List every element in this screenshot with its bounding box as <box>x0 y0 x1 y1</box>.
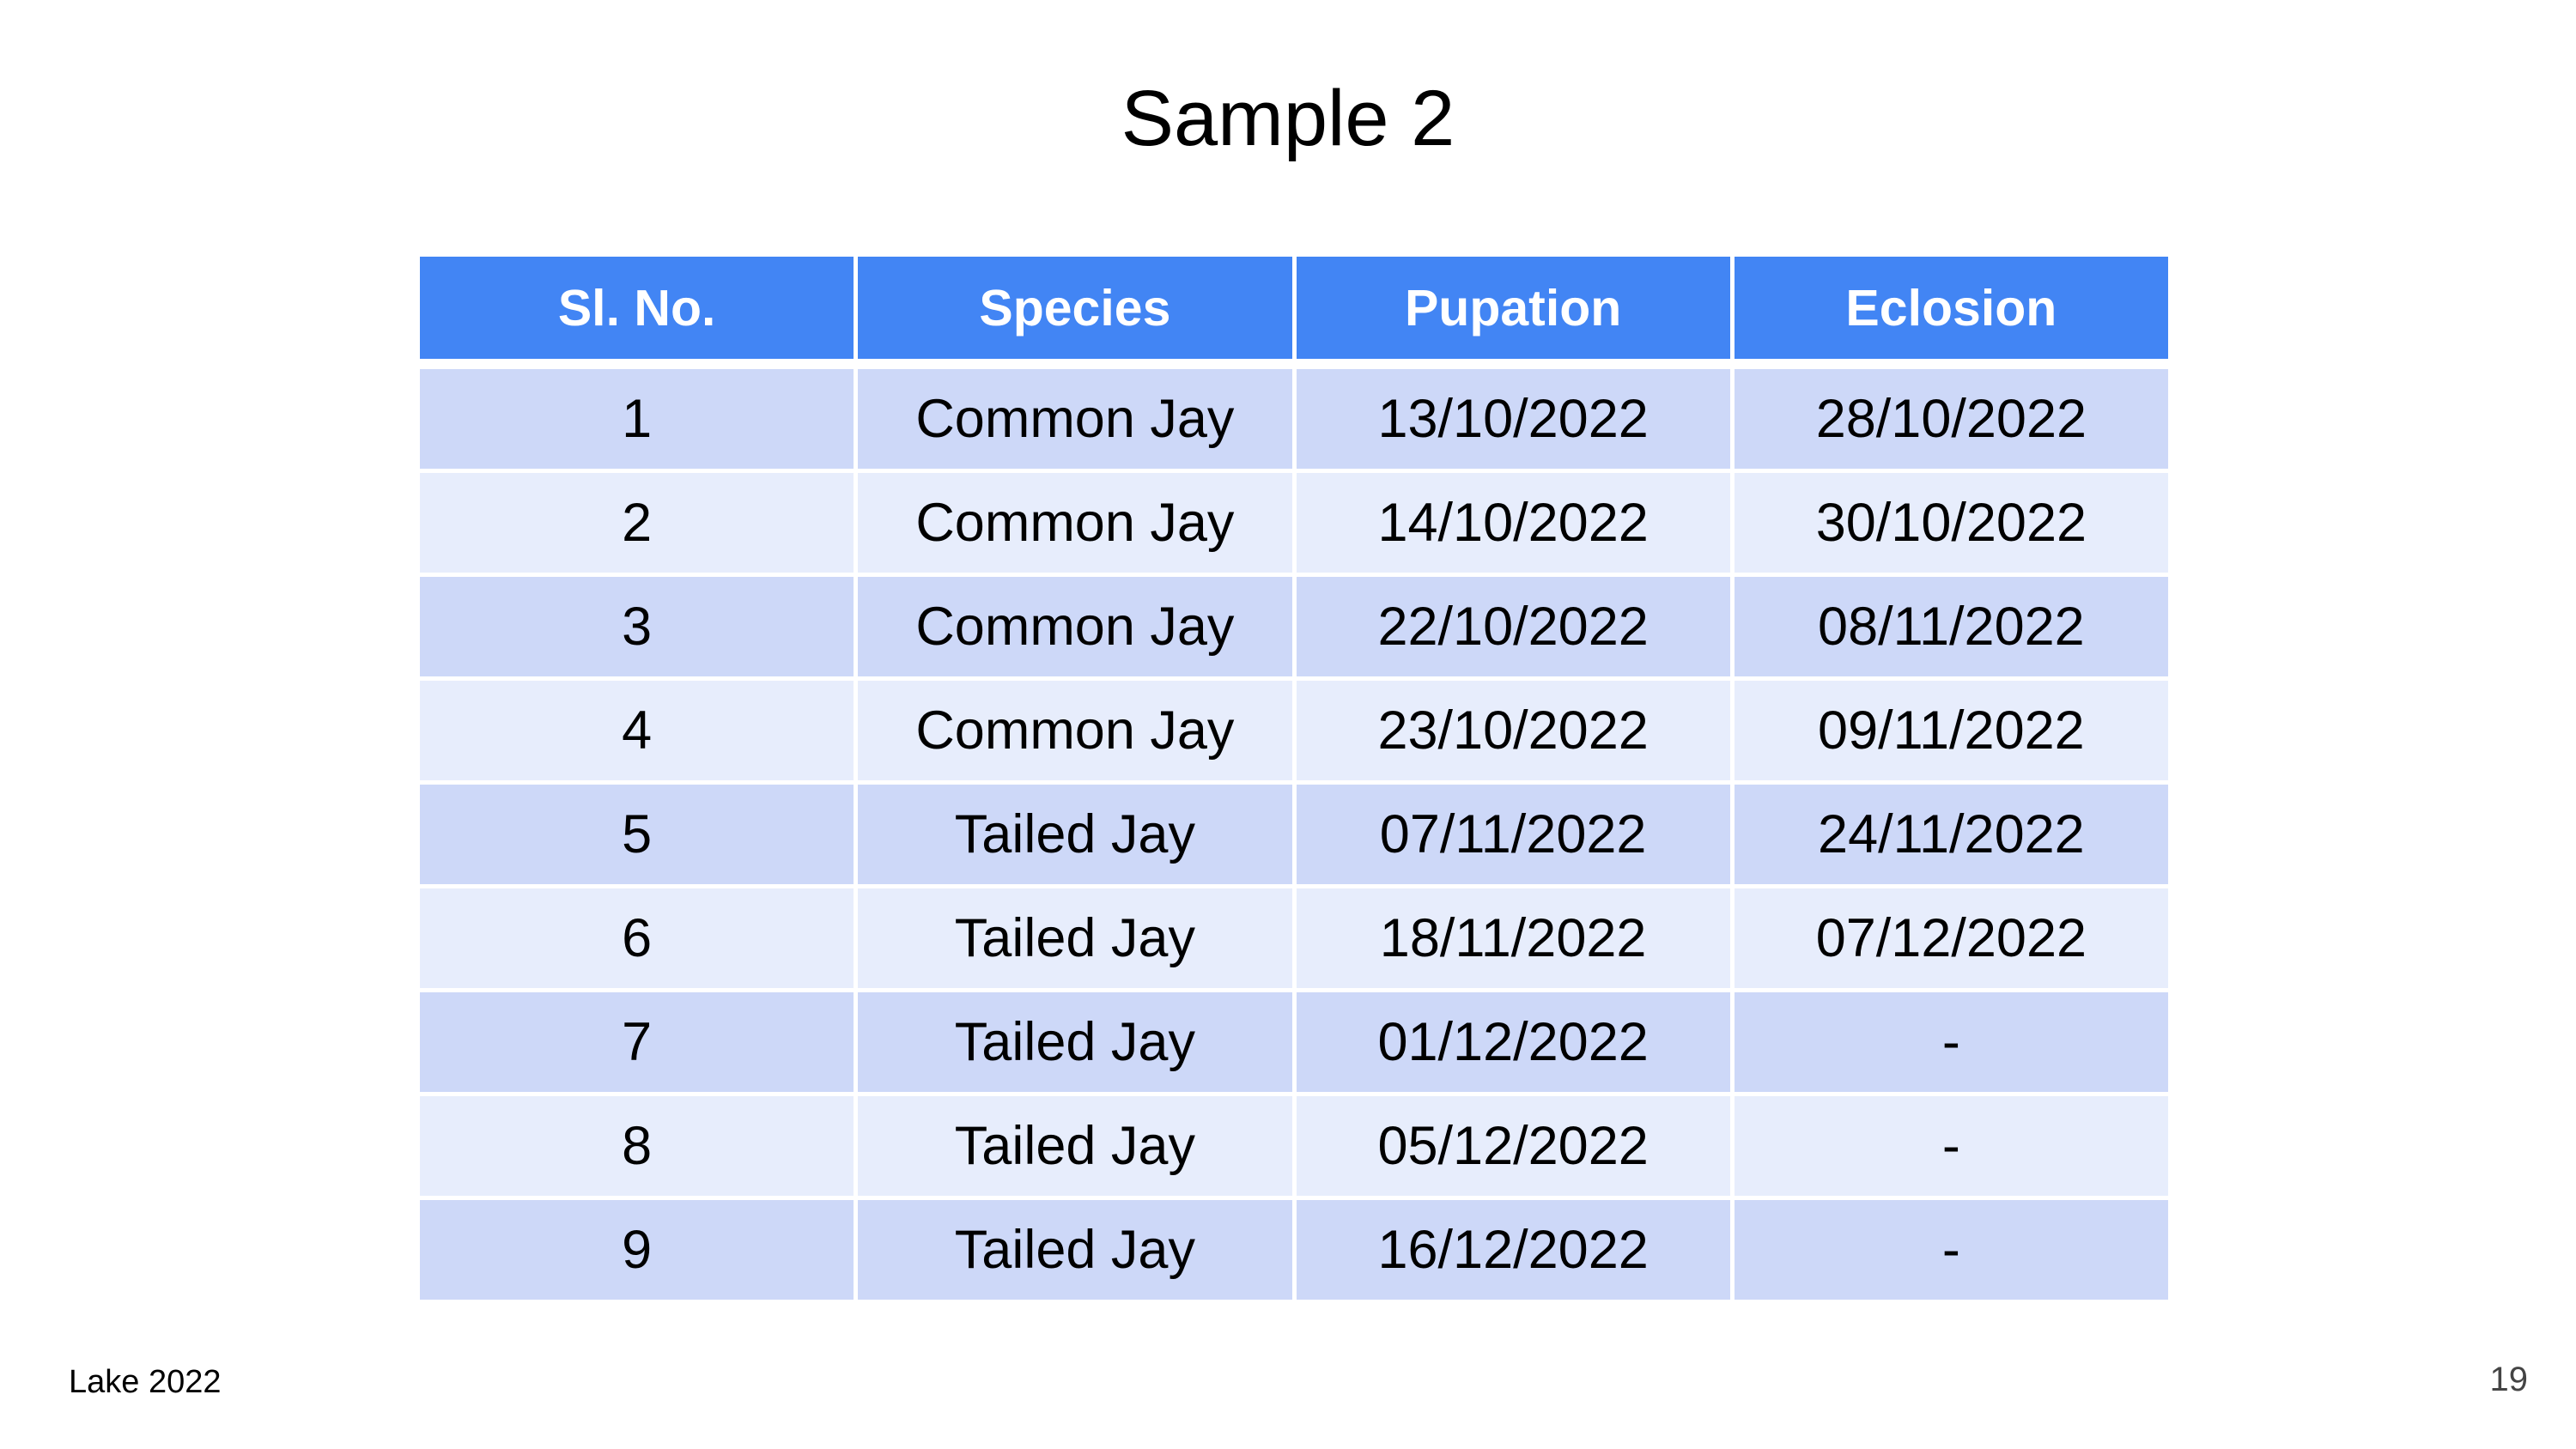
cell-pupation: 14/10/2022 <box>1291 469 1735 577</box>
header-species: Species <box>854 252 1297 369</box>
cell-pupation: 18/11/2022 <box>1291 884 1735 992</box>
data-table: Sl. No. Species Pupation Eclosion 1 Comm… <box>415 252 2173 1304</box>
slide-title: Sample 2 <box>1121 75 1455 162</box>
cell-sl-no: 7 <box>415 988 859 1096</box>
header-eclosion: Eclosion <box>1729 252 2173 369</box>
table-row: 8 Tailed Jay 05/12/2022 - <box>415 1092 2173 1200</box>
cell-eclosion: - <box>1729 1092 2173 1200</box>
cell-species: Tailed Jay <box>854 780 1297 888</box>
cell-eclosion: - <box>1729 988 2173 1096</box>
table-row: 5 Tailed Jay 07/11/2022 24/11/2022 <box>415 780 2173 888</box>
header-pupation: Pupation <box>1291 252 1735 369</box>
cell-pupation: 07/11/2022 <box>1291 780 1735 888</box>
table-row: 7 Tailed Jay 01/12/2022 - <box>415 988 2173 1096</box>
cell-species: Tailed Jay <box>854 1196 1297 1304</box>
table-header: Sl. No. Species Pupation Eclosion <box>415 252 2173 369</box>
cell-species: Common Jay <box>854 469 1297 577</box>
cell-species: Common Jay <box>854 676 1297 785</box>
table-row: 6 Tailed Jay 18/11/2022 07/12/2022 <box>415 884 2173 992</box>
cell-sl-no: 3 <box>415 573 859 681</box>
cell-pupation: 01/12/2022 <box>1291 988 1735 1096</box>
cell-species: Tailed Jay <box>854 884 1297 992</box>
cell-sl-no: 9 <box>415 1196 859 1304</box>
table-body: 1 Common Jay 13/10/2022 28/10/2022 2 Com… <box>415 361 2173 1304</box>
table-row: 4 Common Jay 23/10/2022 09/11/2022 <box>415 676 2173 785</box>
cell-species: Common Jay <box>854 573 1297 681</box>
cell-eclosion: 09/11/2022 <box>1729 676 2173 785</box>
table-row: 1 Common Jay 13/10/2022 28/10/2022 <box>415 361 2173 473</box>
cell-sl-no: 1 <box>415 361 859 473</box>
cell-eclosion: 30/10/2022 <box>1729 469 2173 577</box>
table-row: 3 Common Jay 22/10/2022 08/11/2022 <box>415 573 2173 681</box>
cell-pupation: 23/10/2022 <box>1291 676 1735 785</box>
footer-label: Lake 2022 <box>69 1364 222 1400</box>
cell-pupation: 22/10/2022 <box>1291 573 1735 681</box>
cell-sl-no: 6 <box>415 884 859 992</box>
cell-sl-no: 5 <box>415 780 859 888</box>
page-number: 19 <box>2489 1361 2529 1398</box>
cell-pupation: 05/12/2022 <box>1291 1092 1735 1200</box>
cell-sl-no: 2 <box>415 469 859 577</box>
table-row: 2 Common Jay 14/10/2022 30/10/2022 <box>415 469 2173 577</box>
cell-eclosion: 07/12/2022 <box>1729 884 2173 992</box>
cell-species: Tailed Jay <box>854 988 1297 1096</box>
cell-pupation: 16/12/2022 <box>1291 1196 1735 1304</box>
cell-eclosion: 28/10/2022 <box>1729 361 2173 473</box>
table-row: 9 Tailed Jay 16/12/2022 - <box>415 1196 2173 1304</box>
cell-eclosion: - <box>1729 1196 2173 1304</box>
cell-species: Tailed Jay <box>854 1092 1297 1200</box>
cell-species: Common Jay <box>854 361 1297 473</box>
cell-eclosion: 08/11/2022 <box>1729 573 2173 681</box>
cell-eclosion: 24/11/2022 <box>1729 780 2173 888</box>
cell-sl-no: 4 <box>415 676 859 785</box>
cell-sl-no: 8 <box>415 1092 859 1200</box>
cell-pupation: 13/10/2022 <box>1291 361 1735 473</box>
header-sl-no: Sl. No. <box>415 252 859 369</box>
header-row: Sl. No. Species Pupation Eclosion <box>415 252 2173 369</box>
